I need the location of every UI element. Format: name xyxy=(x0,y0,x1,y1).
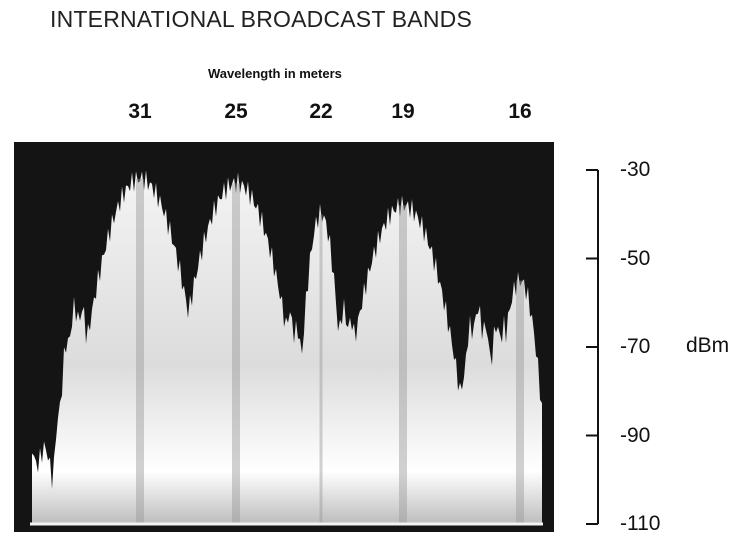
y-tick-label: -70 xyxy=(620,335,651,358)
spectrum-trace xyxy=(32,170,542,525)
band-label-25: 25 xyxy=(224,100,248,123)
spectrum-area xyxy=(32,170,542,525)
band-label-19: 19 xyxy=(391,100,415,123)
chart-title: INTERNATIONAL BROADCAST BANDS xyxy=(50,6,473,32)
y-tick-label: -110 xyxy=(620,512,661,535)
y-axis xyxy=(586,169,599,525)
y-tick-label: -50 xyxy=(620,246,651,270)
x-axis-title: Wavelength in meters xyxy=(208,66,342,81)
band-label-31: 31 xyxy=(128,100,152,123)
y-tick-label: -30 xyxy=(620,158,651,181)
band-label-22: 22 xyxy=(309,100,333,123)
y-tick-label: -90 xyxy=(620,423,651,447)
y-axis-unit-label: dBm xyxy=(686,334,730,357)
band-label-16: 16 xyxy=(508,100,532,123)
